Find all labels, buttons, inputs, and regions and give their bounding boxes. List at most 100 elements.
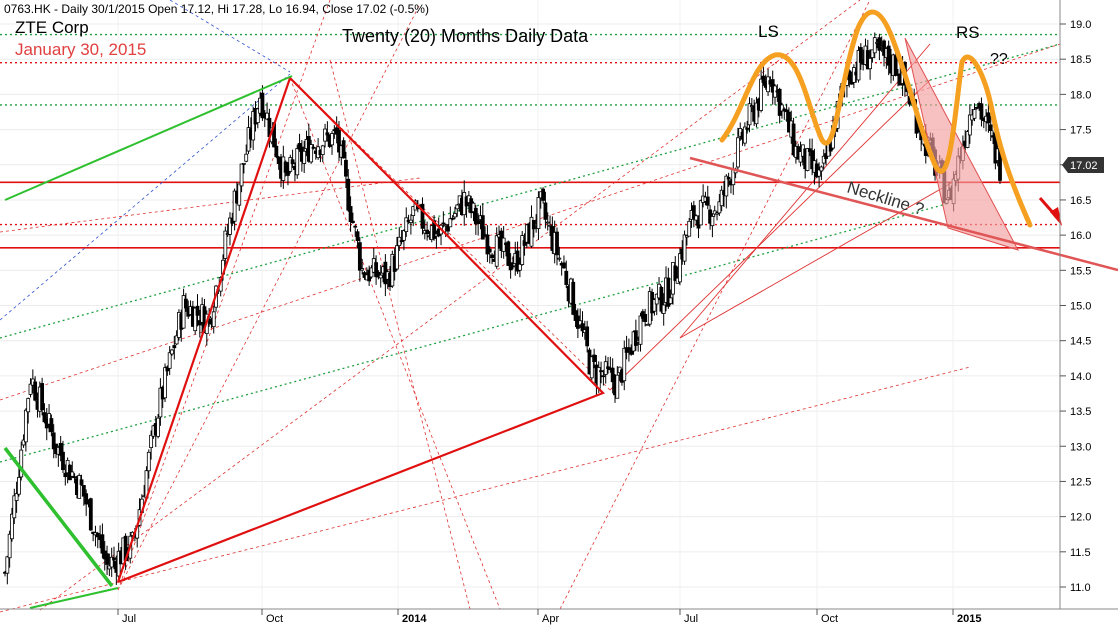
candle-body — [357, 242, 362, 271]
candle-body — [673, 265, 678, 281]
candle-body — [360, 268, 365, 271]
candle-body — [290, 159, 295, 165]
candle-body — [694, 215, 699, 221]
candle-body — [967, 114, 972, 136]
candle-body — [485, 234, 490, 255]
y-tick-label: 18.5 — [1070, 54, 1091, 66]
candle-body — [712, 210, 717, 215]
candle-body — [376, 271, 381, 278]
candle-body — [666, 277, 671, 307]
candle-body — [51, 432, 56, 450]
y-tick-label: 11.5 — [1070, 547, 1091, 559]
candle-body — [691, 205, 696, 219]
candle-body — [346, 178, 351, 211]
candle-body — [536, 197, 541, 229]
candle-body — [821, 155, 826, 164]
candle-body — [286, 169, 290, 176]
candle-body — [42, 412, 47, 423]
green-trend-line — [4, 75, 293, 201]
fan-line — [169, 0, 291, 73]
candle-body — [622, 347, 627, 382]
candle-body — [399, 240, 404, 243]
candle-body — [448, 218, 453, 228]
candle-body — [255, 108, 260, 124]
candle-body — [476, 220, 481, 225]
plot-area — [0, 0, 1060, 609]
candle-body — [14, 493, 19, 501]
candle-body — [274, 145, 279, 158]
y-tick-label: 16.0 — [1070, 230, 1091, 242]
candle-body — [877, 37, 882, 51]
candle-body — [40, 383, 45, 411]
candle-body — [798, 151, 803, 163]
candle-body — [112, 557, 116, 561]
candle-body — [545, 221, 550, 224]
candle-body — [710, 216, 715, 227]
candle-body — [719, 189, 724, 207]
candle-body — [395, 245, 399, 270]
candle-body — [21, 439, 26, 446]
candle-body — [237, 183, 242, 206]
y-tick-label: 12.5 — [1070, 476, 1091, 488]
x-tick-label: Jul — [122, 613, 136, 625]
candles — [3, 32, 1002, 585]
candle-body — [404, 217, 409, 232]
candle-body — [158, 387, 163, 418]
candle-body — [490, 254, 494, 259]
candle-body — [726, 176, 731, 180]
candle-body — [745, 127, 750, 130]
candle-body — [351, 220, 355, 223]
candle-body — [163, 367, 167, 399]
candle-body — [652, 299, 657, 312]
candle-body — [471, 202, 476, 213]
company-name: ZTE Corp — [15, 18, 89, 37]
candle-body — [12, 495, 17, 519]
trend-line — [679, 43, 931, 339]
candle-body — [564, 270, 569, 285]
candle-body — [7, 533, 12, 559]
x-tick-label: Apr — [542, 613, 559, 625]
candle-body — [374, 262, 378, 278]
y-axis-ticks: 11.0 11.5 12.0 12.5 13.0 13.5 14.0 14.5 15.0 15.5… — [1060, 19, 1091, 594]
candle-body — [541, 188, 545, 201]
candle-body — [633, 330, 638, 346]
candle-body — [615, 374, 620, 399]
y-tick-label: 13.5 — [1070, 406, 1091, 418]
last-price-value: 17.02 — [1070, 160, 1098, 172]
down-arrow-head — [1050, 207, 1062, 226]
candle-body — [337, 129, 341, 153]
candle-body — [522, 240, 527, 246]
candle-body — [251, 111, 256, 141]
candle-body — [241, 162, 246, 165]
fan-line — [117, 3, 421, 591]
candle-body — [682, 234, 687, 262]
candle-body — [791, 123, 796, 156]
candle-body — [543, 202, 548, 220]
candle-body — [49, 418, 54, 433]
candle-body — [19, 449, 24, 478]
red-zigzag-line — [116, 75, 605, 584]
candle-body — [288, 157, 293, 172]
candle-body — [61, 451, 65, 471]
candle-body — [705, 196, 710, 206]
last-price-marker: 17.02 — [1062, 157, 1104, 173]
candle-body — [520, 235, 525, 265]
candle-body — [777, 88, 782, 116]
candle-body — [805, 148, 810, 171]
candle-body — [858, 47, 863, 63]
candle-body — [228, 217, 232, 235]
x-tick-label: Oct — [266, 613, 283, 625]
candle-body — [698, 200, 703, 226]
candle-body — [23, 409, 28, 443]
header-info: 0763.HK - Daily 30/1/2015 Open 17.12, Hi… — [4, 2, 429, 16]
candle-body — [378, 274, 383, 279]
x-tick-label: 2014 — [402, 613, 427, 625]
y-tick-label: 16.5 — [1070, 195, 1091, 207]
candle-body — [886, 45, 891, 66]
y-tick-label: 19.0 — [1070, 19, 1091, 31]
candle-body — [988, 124, 993, 132]
candle-body — [754, 102, 759, 125]
candle-body — [408, 219, 413, 224]
candle-body — [515, 250, 520, 272]
